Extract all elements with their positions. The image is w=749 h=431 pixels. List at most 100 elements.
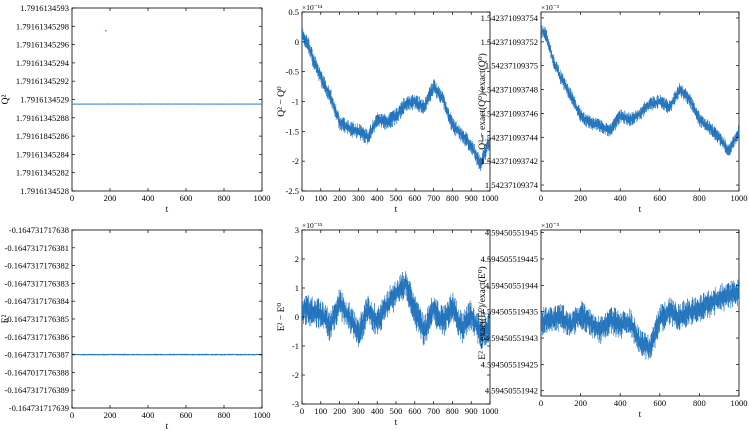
y-tick-label: 1.79161345296 [16, 40, 69, 50]
y-tick-label: -1 [292, 97, 299, 107]
x-tick-label: 600 [408, 193, 421, 203]
outlier-point [105, 30, 107, 32]
plot-frame [540, 11, 740, 192]
chart-panel-2: 0 100 200 300 400 500 600 700 800 900 1000 0.5 0 -0.5… [277, 3, 499, 215]
chart-panel-1: 0 200 400 600 800 1000 1.7916134593 1.791613452… [1, 3, 271, 215]
axis-exponent-label: ×10⁻³ [541, 3, 560, 12]
plot-frame [540, 229, 740, 397]
x-tick-label: 1000 [482, 406, 499, 416]
y-axis-label: Q² − Q⁰ [277, 86, 287, 117]
y-axis-label: E² [1, 315, 11, 324]
y-tick-label: 0 [295, 37, 299, 47]
plot-frame [71, 7, 263, 192]
y-axis-label: E² − E⁰ [277, 303, 287, 332]
x-tick-label: 800 [218, 410, 231, 420]
y-tick-label: 4.594505519445 [481, 254, 538, 264]
y-tick-label: 4.594505519425 [481, 359, 538, 369]
y-tick-label: 1.79161345282 [16, 168, 69, 178]
chart-panel-6: 0 200 400 600 800 1000 4.59450551945 4.59450551… [477, 221, 748, 420]
y-tick-label: -2 [292, 370, 299, 380]
y-tick-label: -0.164731717639 [9, 403, 69, 413]
x-axis-label: t [639, 205, 642, 215]
y-tick-label: 1.7916134593 [20, 3, 69, 13]
x-tick-label: 0 [300, 193, 304, 203]
y-tick-label: -1 [292, 341, 299, 351]
chart-panel-3: 0 200 400 600 800 1000 1.542371093754 1.5423710… [477, 3, 748, 215]
y-tick-label: -0.1647317176382 [5, 261, 69, 271]
x-tick-label: 0 [539, 193, 543, 203]
x-tick-label: 1000 [731, 193, 748, 203]
y-tick-label: 1.542371093746 [481, 108, 538, 118]
x-tick-label: 200 [104, 193, 117, 203]
x-tick-label: 800 [693, 398, 706, 408]
y-tick-label: 0 [295, 312, 299, 322]
series-line [540, 25, 740, 156]
y-tick-label: 1 [295, 283, 299, 293]
x-tick-label: 100 [314, 406, 327, 416]
x-tick-label: 0 [70, 193, 74, 203]
chart-panel-4: 0 200 400 600 800 1000 -0.164731717638 -0.16473… [1, 225, 271, 431]
y-tick-label: 1.79161345292 [16, 76, 69, 86]
x-tick-label: 1000 [254, 410, 271, 420]
y-tick-label: 4.59450551944 [485, 280, 539, 290]
y-tick-label: 1.542371093742 [481, 156, 538, 166]
y-tick-label: 2 [295, 254, 299, 264]
x-tick-label: 200 [333, 193, 346, 203]
x-tick-label: 500 [390, 406, 403, 416]
x-tick-label: 200 [574, 398, 587, 408]
x-tick-label: 600 [180, 410, 193, 420]
x-tick-label: 0 [300, 406, 304, 416]
x-tick-label: 400 [142, 193, 155, 203]
y-tick-label: -0.1647317176387 [5, 350, 69, 360]
y-tick-label: -0.1647317176389 [5, 385, 69, 395]
x-tick-label: 600 [653, 193, 666, 203]
axis-exponent-label: ×10⁻³ [541, 221, 560, 230]
x-tick-label: 400 [142, 410, 155, 420]
x-tick-label: 500 [390, 193, 403, 203]
x-tick-label: 1000 [482, 193, 499, 203]
y-tick-label: -0.1647017176388 [5, 367, 69, 377]
y-tick-label: 1.79161345288 [16, 113, 69, 123]
y-tick-label: 4.59450551942 [485, 386, 538, 396]
x-tick-label: 1000 [254, 193, 271, 203]
series-line [540, 279, 740, 360]
y-axis-label: Q² [1, 94, 11, 104]
y-tick-label: 1.7916134528 [20, 186, 69, 196]
y-tick-label: -0.5 [286, 67, 299, 77]
x-tick-label: 900 [465, 193, 478, 203]
y-tick-label: 1.79161345284 [16, 149, 70, 159]
x-axis-label: t [166, 205, 169, 215]
x-tick-label: 400 [371, 406, 384, 416]
x-tick-label: 0 [539, 398, 543, 408]
y-tick-label: -2 [292, 156, 299, 166]
y-tick-label: 1.79161345298 [16, 21, 69, 31]
x-tick-label: 200 [333, 406, 346, 416]
axis-exponent-label: ×10⁻¹⁴ [302, 3, 323, 12]
y-tick-label: 1.7916134529 [20, 95, 69, 105]
y-tick-label: -0.164731717638 [9, 225, 69, 235]
x-tick-label: 200 [574, 193, 587, 203]
x-tick-label: 200 [104, 410, 117, 420]
axis-exponent-label: ×10⁻¹⁵ [302, 221, 323, 230]
y-tick-label: -3 [292, 399, 299, 409]
y-tick-label: 1.54237109374 [485, 180, 539, 190]
x-tick-label: 100 [314, 193, 327, 203]
x-tick-label: 600 [180, 193, 193, 203]
y-tick-label: -2.5 [286, 186, 299, 196]
y-tick-label: 3 [295, 225, 299, 235]
x-tick-label: 300 [352, 193, 365, 203]
x-tick-label: 800 [218, 193, 231, 203]
y-tick-label: 4.59450551945 [485, 228, 538, 238]
y-tick-label: 1.542371093754 [481, 13, 539, 23]
x-tick-label: 700 [427, 406, 440, 416]
y-tick-label: -1.5 [286, 126, 299, 136]
x-tick-label: 1000 [731, 398, 748, 408]
chart-panel-5: 0 100 200 300 400 500 600 700 800 900 1000 3 2 1 0 -1 -2… [277, 221, 499, 428]
y-tick-label: 1.542371093748 [481, 85, 538, 95]
x-tick-label: 600 [408, 406, 421, 416]
y-tick-label: 1.79161845286 [16, 131, 69, 141]
y-tick-label: 1.79161345294 [16, 58, 70, 68]
y-tick-label: 4.59450551943 [485, 333, 538, 343]
y-tick-label: -0.1647317176385 [5, 314, 69, 324]
